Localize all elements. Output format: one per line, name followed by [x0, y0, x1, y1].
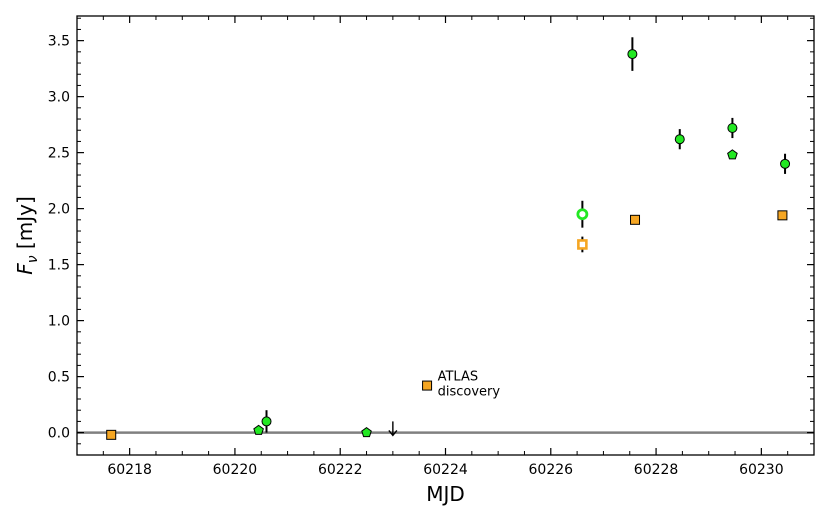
data-point-open-circle — [576, 208, 589, 221]
data-point-pentagon — [361, 426, 372, 438]
y-tick-label: 2.0 — [48, 202, 70, 218]
y-tick-label: 0.0 — [48, 426, 70, 442]
data-point-circle — [727, 122, 738, 133]
y-axis-title: Fν [mJy] — [13, 196, 41, 275]
data-point-circle — [261, 416, 272, 427]
y-tick-label: 3.0 — [48, 90, 70, 106]
data-point-pentagon — [253, 424, 264, 435]
y-tick-label: 3.5 — [48, 34, 70, 50]
x-tick-label: 60228 — [634, 462, 679, 478]
y-tick-label: 1.0 — [48, 314, 70, 330]
x-tick-label: 60220 — [213, 462, 258, 478]
x-tick-label: 60218 — [107, 462, 152, 478]
y-axis-title-unit: [mJy] — [13, 196, 37, 255]
y-axis-title-main: F — [13, 263, 37, 275]
annotation-text: ATLAS — [438, 370, 479, 385]
data-point-pentagon — [727, 149, 738, 160]
upper-limit-arrow-head — [388, 429, 398, 437]
x-tick-label: 60222 — [318, 462, 363, 478]
data-point-circle — [674, 134, 685, 145]
y-tick-label: 0.5 — [48, 370, 70, 386]
y-tick-label: 1.5 — [48, 258, 70, 274]
x-tick-label: 60230 — [739, 462, 784, 478]
annotation-text: discovery — [438, 385, 501, 400]
x-tick-label: 60226 — [529, 462, 574, 478]
data-point-square — [777, 210, 788, 221]
x-axis-title: MJD — [426, 482, 465, 506]
data-point-square — [630, 214, 641, 225]
data-point-circle — [780, 158, 791, 169]
axis-ticks: 60218 60220 60222 60224 60226 60228 60230 0.0 0.… — [48, 16, 815, 478]
data-point-square — [106, 429, 117, 440]
data-point-open-square — [577, 239, 588, 250]
y-tick-label: 2.5 — [48, 146, 70, 162]
y-axis-title-sub: ν — [25, 255, 41, 263]
data-point-circle — [627, 49, 638, 60]
data-point-square — [422, 380, 433, 391]
x-tick-label: 60224 — [423, 462, 468, 478]
